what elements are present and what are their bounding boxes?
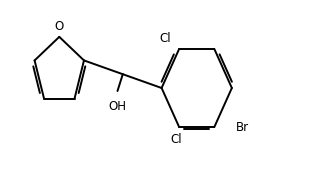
Text: O: O <box>55 20 64 33</box>
Text: Cl: Cl <box>160 32 171 45</box>
Text: Cl: Cl <box>170 133 182 146</box>
Text: Br: Br <box>236 121 249 134</box>
Text: OH: OH <box>109 99 127 112</box>
